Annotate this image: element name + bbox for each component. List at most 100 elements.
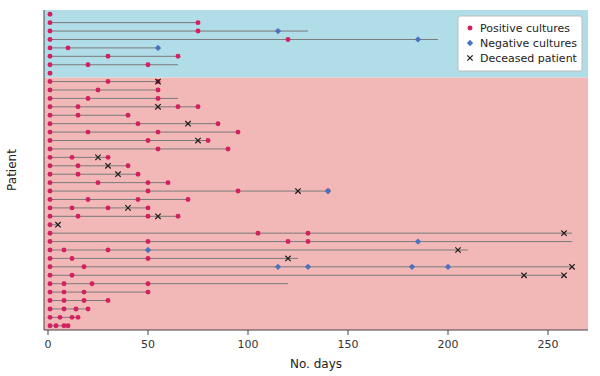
chart: 050100150200250No. daysPatientPositive c… xyxy=(0,0,600,376)
circle-marker xyxy=(146,281,151,286)
patient-line xyxy=(48,106,198,107)
circle-marker xyxy=(48,248,53,253)
circle-marker xyxy=(106,298,111,303)
patient-line xyxy=(48,56,178,57)
circle-marker xyxy=(48,54,53,59)
x-marker xyxy=(521,273,526,278)
x-axis-label: No. days xyxy=(290,357,342,371)
diamond-marker xyxy=(145,247,151,253)
y-axis-line xyxy=(44,10,45,330)
legend-swatch xyxy=(468,26,473,31)
legend-label: Negative cultures xyxy=(480,37,577,50)
x-tick-label: 100 xyxy=(238,338,259,351)
circle-marker xyxy=(126,113,131,118)
circle-marker xyxy=(48,163,53,168)
x-marker xyxy=(105,163,110,168)
circle-marker xyxy=(48,214,53,219)
circle-marker xyxy=(90,281,95,286)
patient-line xyxy=(48,64,178,65)
x-marker xyxy=(95,155,100,160)
x-marker xyxy=(185,121,190,126)
legend-swatch xyxy=(467,55,472,60)
circle-marker xyxy=(236,130,241,135)
diamond-marker xyxy=(409,264,415,270)
x-tick xyxy=(48,330,49,335)
circle-marker xyxy=(48,290,53,295)
circle-marker xyxy=(166,180,171,185)
x-tick-label: 50 xyxy=(141,338,155,351)
circle-marker xyxy=(48,96,53,101)
x-tick xyxy=(248,330,249,335)
circle-marker xyxy=(146,214,151,219)
circle-marker xyxy=(76,104,81,109)
diamond-marker xyxy=(305,264,311,270)
patient-line xyxy=(48,191,328,192)
background-band xyxy=(44,77,588,330)
circle-marker xyxy=(48,146,53,151)
x-marker xyxy=(155,79,160,84)
circle-marker xyxy=(48,231,53,236)
circle-marker xyxy=(186,197,191,202)
circle-marker xyxy=(156,96,161,101)
circle-marker xyxy=(48,113,53,118)
circle-marker xyxy=(48,62,53,67)
x-marker xyxy=(125,205,130,210)
diamond-marker xyxy=(415,36,421,42)
circle-marker xyxy=(48,130,53,135)
circle-marker xyxy=(48,121,53,126)
circle-marker xyxy=(196,20,201,25)
diamond-marker xyxy=(275,264,281,270)
circle-marker xyxy=(306,239,311,244)
x-tick xyxy=(448,330,449,335)
circle-marker xyxy=(226,146,231,151)
circle-marker xyxy=(74,306,79,311)
patient-line xyxy=(48,300,108,301)
x-tick-label: 250 xyxy=(538,338,559,351)
circle-marker xyxy=(70,155,75,160)
circle-marker xyxy=(286,37,291,42)
circle-marker xyxy=(146,138,151,143)
circle-marker xyxy=(48,104,53,109)
circle-marker xyxy=(48,138,53,143)
x-marker xyxy=(195,138,200,143)
circle-marker xyxy=(66,323,71,328)
circle-marker xyxy=(48,20,53,25)
x-marker xyxy=(569,264,574,269)
circle-marker xyxy=(70,315,75,320)
circle-marker xyxy=(76,315,81,320)
circle-marker xyxy=(48,315,53,320)
legend-label: Deceased patient xyxy=(480,52,578,65)
circle-marker xyxy=(176,104,181,109)
patient-line xyxy=(48,308,88,309)
circle-marker xyxy=(236,189,241,194)
circle-marker xyxy=(176,54,181,59)
background-band xyxy=(44,10,588,77)
circle-marker xyxy=(256,231,261,236)
x-marker xyxy=(561,230,566,235)
circle-marker xyxy=(48,189,53,194)
patient-line xyxy=(48,81,158,82)
circle-marker xyxy=(76,172,81,177)
circle-marker xyxy=(48,172,53,177)
circle-marker xyxy=(48,264,53,269)
circle-marker xyxy=(106,248,111,253)
series-x xyxy=(55,79,574,278)
circle-marker xyxy=(106,155,111,160)
circle-marker xyxy=(70,205,75,210)
circle-marker xyxy=(76,163,81,168)
circle-marker xyxy=(306,231,311,236)
circle-marker xyxy=(156,146,161,151)
circle-marker xyxy=(146,180,151,185)
circle-marker xyxy=(48,37,53,42)
circle-marker xyxy=(48,71,53,76)
circle-marker xyxy=(48,298,53,303)
legend-box xyxy=(458,16,582,71)
circle-marker xyxy=(206,138,211,143)
circle-marker xyxy=(62,281,67,286)
circle-marker xyxy=(196,29,201,34)
circle-marker xyxy=(96,88,101,93)
legend-label: Positive cultures xyxy=(480,22,570,35)
patient-line xyxy=(48,165,128,166)
circle-marker xyxy=(58,315,63,320)
circle-marker xyxy=(96,180,101,185)
